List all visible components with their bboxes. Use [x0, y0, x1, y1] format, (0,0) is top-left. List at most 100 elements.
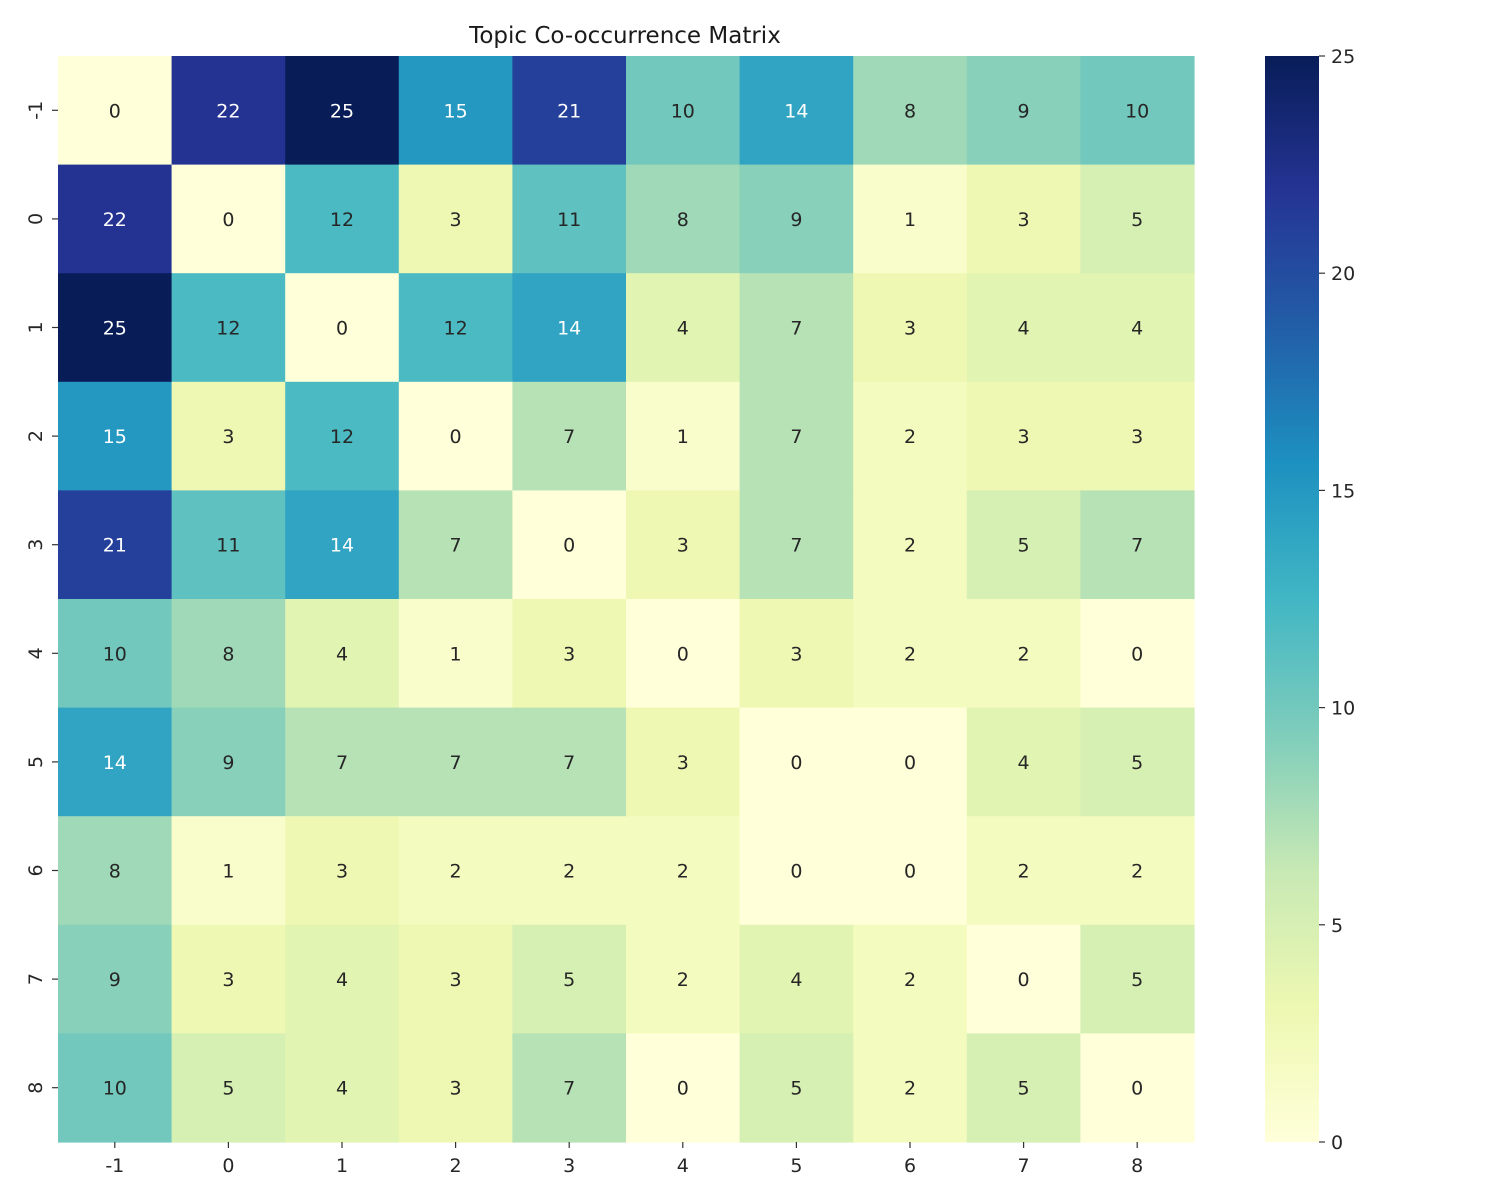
cell-value-label: 9 — [1018, 100, 1030, 122]
heatmap-cell — [398, 56, 513, 166]
heatmap-cell — [285, 707, 400, 817]
y-tick-label: 6 — [25, 864, 47, 876]
cell-value-label: 3 — [222, 969, 234, 991]
cell-value-label: 2 — [677, 969, 689, 991]
cell-value-label: 4 — [336, 969, 348, 991]
colorbar-tick-label: 0 — [1331, 1132, 1343, 1154]
chart-title: Topic Co-occurrence Matrix — [468, 23, 781, 49]
heatmap-cell — [739, 381, 854, 491]
cell-value-label: 10 — [671, 100, 695, 122]
heatmap-cell — [626, 381, 741, 491]
heatmap-cell — [853, 56, 968, 166]
cell-value-label: 5 — [790, 1078, 802, 1100]
heatmap-cell — [512, 273, 627, 383]
cell-value-label: 0 — [109, 100, 121, 122]
heatmap-cell — [398, 924, 513, 1034]
heatmap-cell — [966, 164, 1081, 274]
cell-value-label: 2 — [904, 643, 916, 665]
cell-value-label: 5 — [1131, 969, 1143, 991]
heatmap-cell — [966, 490, 1081, 600]
heatmap-cell — [171, 816, 286, 926]
cell-value-label: 7 — [450, 752, 462, 774]
heatmap-cell — [739, 56, 854, 166]
cell-value-label: 25 — [330, 100, 354, 122]
heatmap-cell — [398, 1033, 513, 1143]
heatmap-cell — [398, 707, 513, 817]
heatmap-cell — [285, 273, 400, 383]
cell-value-label: 7 — [563, 752, 575, 774]
cell-value-label: 9 — [109, 969, 121, 991]
heatmap-cell — [58, 1033, 173, 1143]
x-tick-label: 3 — [563, 1155, 575, 1177]
colorbar-tick-label: 15 — [1331, 480, 1355, 502]
heatmap-cell — [1080, 1033, 1195, 1143]
cell-value-label: 2 — [677, 861, 689, 883]
y-tick-label: 8 — [25, 1082, 47, 1094]
cell-value-label: 12 — [330, 209, 354, 231]
cell-value-label: 2 — [904, 969, 916, 991]
cell-value-label: 3 — [450, 209, 462, 231]
cell-value-label: 0 — [904, 861, 916, 883]
colorbar-tick-label: 20 — [1331, 263, 1355, 285]
heatmap-cell — [398, 164, 513, 274]
cell-value-label: 2 — [563, 861, 575, 883]
heatmap-cell — [58, 490, 173, 600]
heatmap-cell — [58, 381, 173, 491]
cell-value-label: 7 — [563, 426, 575, 448]
cell-value-label: 2 — [450, 861, 462, 883]
cell-value-label: 4 — [1018, 318, 1030, 340]
cell-value-label: 5 — [1131, 209, 1143, 231]
cell-value-label: 3 — [677, 752, 689, 774]
heatmap-cell — [512, 56, 627, 166]
colorbar: 0 5 10 15 20 25 — [1265, 46, 1355, 1154]
cell-value-label: 9 — [222, 752, 234, 774]
cell-value-label: 3 — [904, 318, 916, 340]
heatmap-cell — [739, 816, 854, 926]
heatmap-cell — [285, 816, 400, 926]
cell-value-label: 22 — [216, 100, 240, 122]
cell-value-label: 10 — [103, 1078, 127, 1100]
heatmap-cell — [512, 707, 627, 817]
heatmap-cell — [58, 707, 173, 817]
cell-value-label: 2 — [904, 535, 916, 557]
x-tick-label: 1 — [336, 1155, 348, 1177]
cell-value-label: 9 — [790, 209, 802, 231]
heatmap-cell — [626, 490, 741, 600]
heatmap-cell — [285, 599, 400, 709]
heatmap-cell — [1080, 816, 1195, 926]
cell-value-label: 4 — [1131, 318, 1143, 340]
heatmap-cell — [398, 599, 513, 709]
heatmap-cell — [626, 816, 741, 926]
cell-value-label: 7 — [1131, 535, 1143, 557]
heatmap-cell — [171, 490, 286, 600]
cell-value-label: 25 — [103, 318, 127, 340]
cell-value-label: 11 — [557, 209, 581, 231]
heatmap-cell — [285, 56, 400, 166]
cell-value-label: 14 — [103, 752, 127, 774]
cell-value-label: 0 — [790, 861, 802, 883]
x-tick-label: 0 — [222, 1155, 234, 1177]
heatmap-cell — [171, 924, 286, 1034]
cell-value-label: 7 — [563, 1078, 575, 1100]
heatmap-cell — [966, 1033, 1081, 1143]
cell-value-label: 3 — [1018, 426, 1030, 448]
heatmap-cell — [626, 1033, 741, 1143]
heatmap-cell — [58, 816, 173, 926]
cell-value-label: 11 — [216, 535, 240, 557]
y-axis: -1 0 1 2 3 4 5 6 7 8 — [25, 101, 58, 1094]
heatmap-cell — [512, 164, 627, 274]
cell-value-label: 0 — [790, 752, 802, 774]
cell-value-label: 4 — [336, 1078, 348, 1100]
heatmap-cell — [171, 56, 286, 166]
heatmap-cell — [285, 1033, 400, 1143]
heatmap-cell — [739, 924, 854, 1034]
heatmap-cell — [626, 56, 741, 166]
cell-value-label: 1 — [222, 861, 234, 883]
heatmap-cell — [966, 924, 1081, 1034]
heatmap-cell — [739, 599, 854, 709]
heatmap-cell — [626, 164, 741, 274]
heatmap-cell — [1080, 164, 1195, 274]
y-tick-label: -1 — [25, 101, 47, 120]
heatmap-cell — [739, 490, 854, 600]
